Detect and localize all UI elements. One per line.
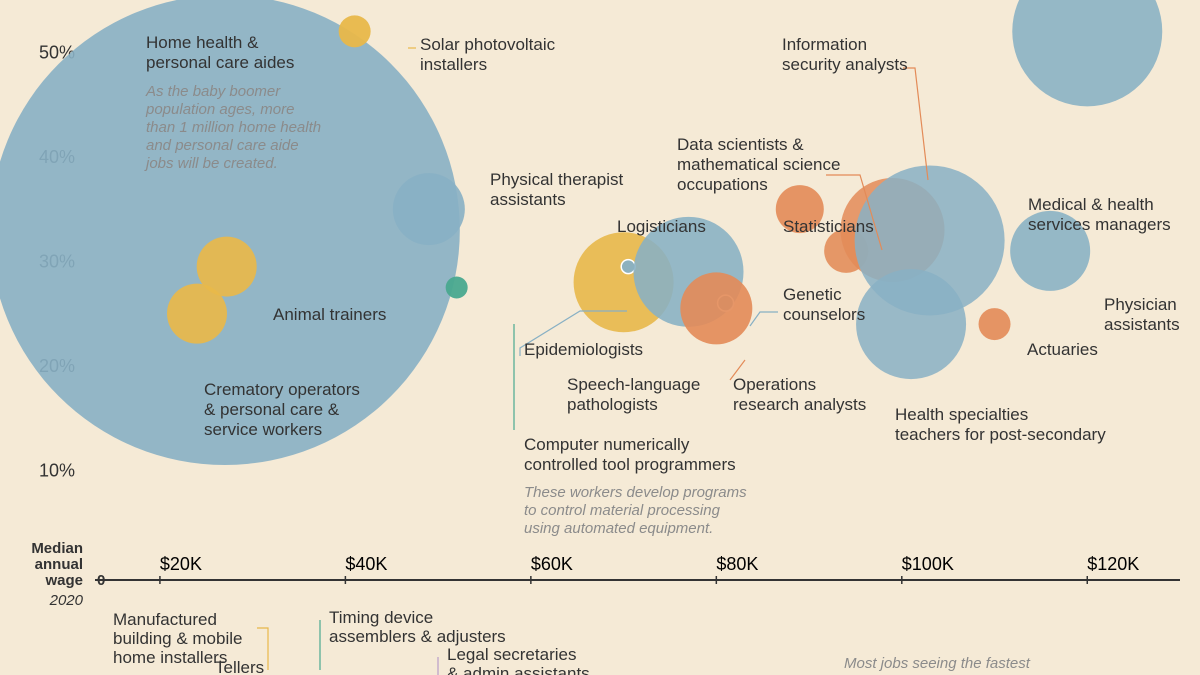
bubble-chart: 10%20%30%40%50%Home health &personal car… bbox=[0, 0, 1200, 675]
below-note: Most jobs seeing the fastest bbox=[844, 655, 1031, 672]
axis-title: Medianannualwage bbox=[31, 540, 83, 589]
label-l-pt: Physical therapistassistants bbox=[490, 170, 624, 209]
y-tick: 10% bbox=[39, 460, 75, 480]
bubble-pt-assist bbox=[393, 173, 465, 245]
label-l-act: Actuaries bbox=[1027, 340, 1098, 359]
bubble-actuaries bbox=[979, 308, 1011, 340]
label-l-speech: Speech-languagepathologists bbox=[567, 375, 700, 414]
label-l-ops: Operationsresearch analysts bbox=[733, 375, 866, 414]
label-l-med: Medical & healthservices managers bbox=[1028, 195, 1171, 234]
axis-year: 2020 bbox=[49, 592, 84, 609]
x-tick-label: $60K bbox=[531, 554, 573, 574]
label-l-cnc: Computer numericallycontrolled tool prog… bbox=[524, 435, 736, 474]
bubble-top-right bbox=[1012, 0, 1162, 106]
label-l-animal: Animal trainers bbox=[273, 305, 386, 324]
lead-ld-infosec bbox=[903, 68, 928, 180]
label-l-genetic: Geneticcounselors bbox=[783, 285, 865, 324]
bubble-med-health-mgr bbox=[855, 165, 1005, 315]
label-n-cnc: These workers develop programsto control… bbox=[524, 484, 747, 537]
bubble-animal-trainers bbox=[197, 237, 257, 297]
label-b-tellers: Tellers bbox=[215, 658, 264, 675]
label-b-legal: Legal secretaries& admin assistants bbox=[447, 645, 590, 675]
bubble-solar bbox=[339, 15, 371, 47]
label-l-phys: Physicianassistants bbox=[1104, 295, 1180, 334]
label-b-timing: Timing deviceassemblers & adjusters bbox=[329, 608, 506, 646]
bubble-cnc-tool bbox=[446, 277, 468, 299]
bubble-epidem bbox=[621, 260, 635, 274]
label-l-stat: Statisticians bbox=[783, 217, 874, 236]
x-tick-label: $40K bbox=[345, 554, 387, 574]
label-l-healtht: Health specialtiesteachers for post-seco… bbox=[895, 405, 1106, 444]
y-tick-label: 10% bbox=[39, 460, 75, 480]
x-tick-label: $80K bbox=[716, 554, 758, 574]
label-l-infosec: Informationsecurity analysts bbox=[782, 35, 908, 74]
bubble-ops-research bbox=[680, 272, 752, 344]
x-tick-label: $100K bbox=[902, 554, 954, 574]
lead-ld-genetic bbox=[750, 312, 778, 326]
label-l-log: Logisticians bbox=[617, 217, 706, 236]
label-l-solar: Solar photovoltaicinstallers bbox=[420, 35, 556, 74]
x-tick-label: $20K bbox=[160, 554, 202, 574]
x-tick-label: $120K bbox=[1087, 554, 1139, 574]
label-l-epi: Epidemiologists bbox=[524, 340, 643, 359]
axis-zero: 0 bbox=[97, 572, 105, 589]
label-l-datasci: Data scientists &mathematical scienceocc… bbox=[677, 135, 840, 194]
